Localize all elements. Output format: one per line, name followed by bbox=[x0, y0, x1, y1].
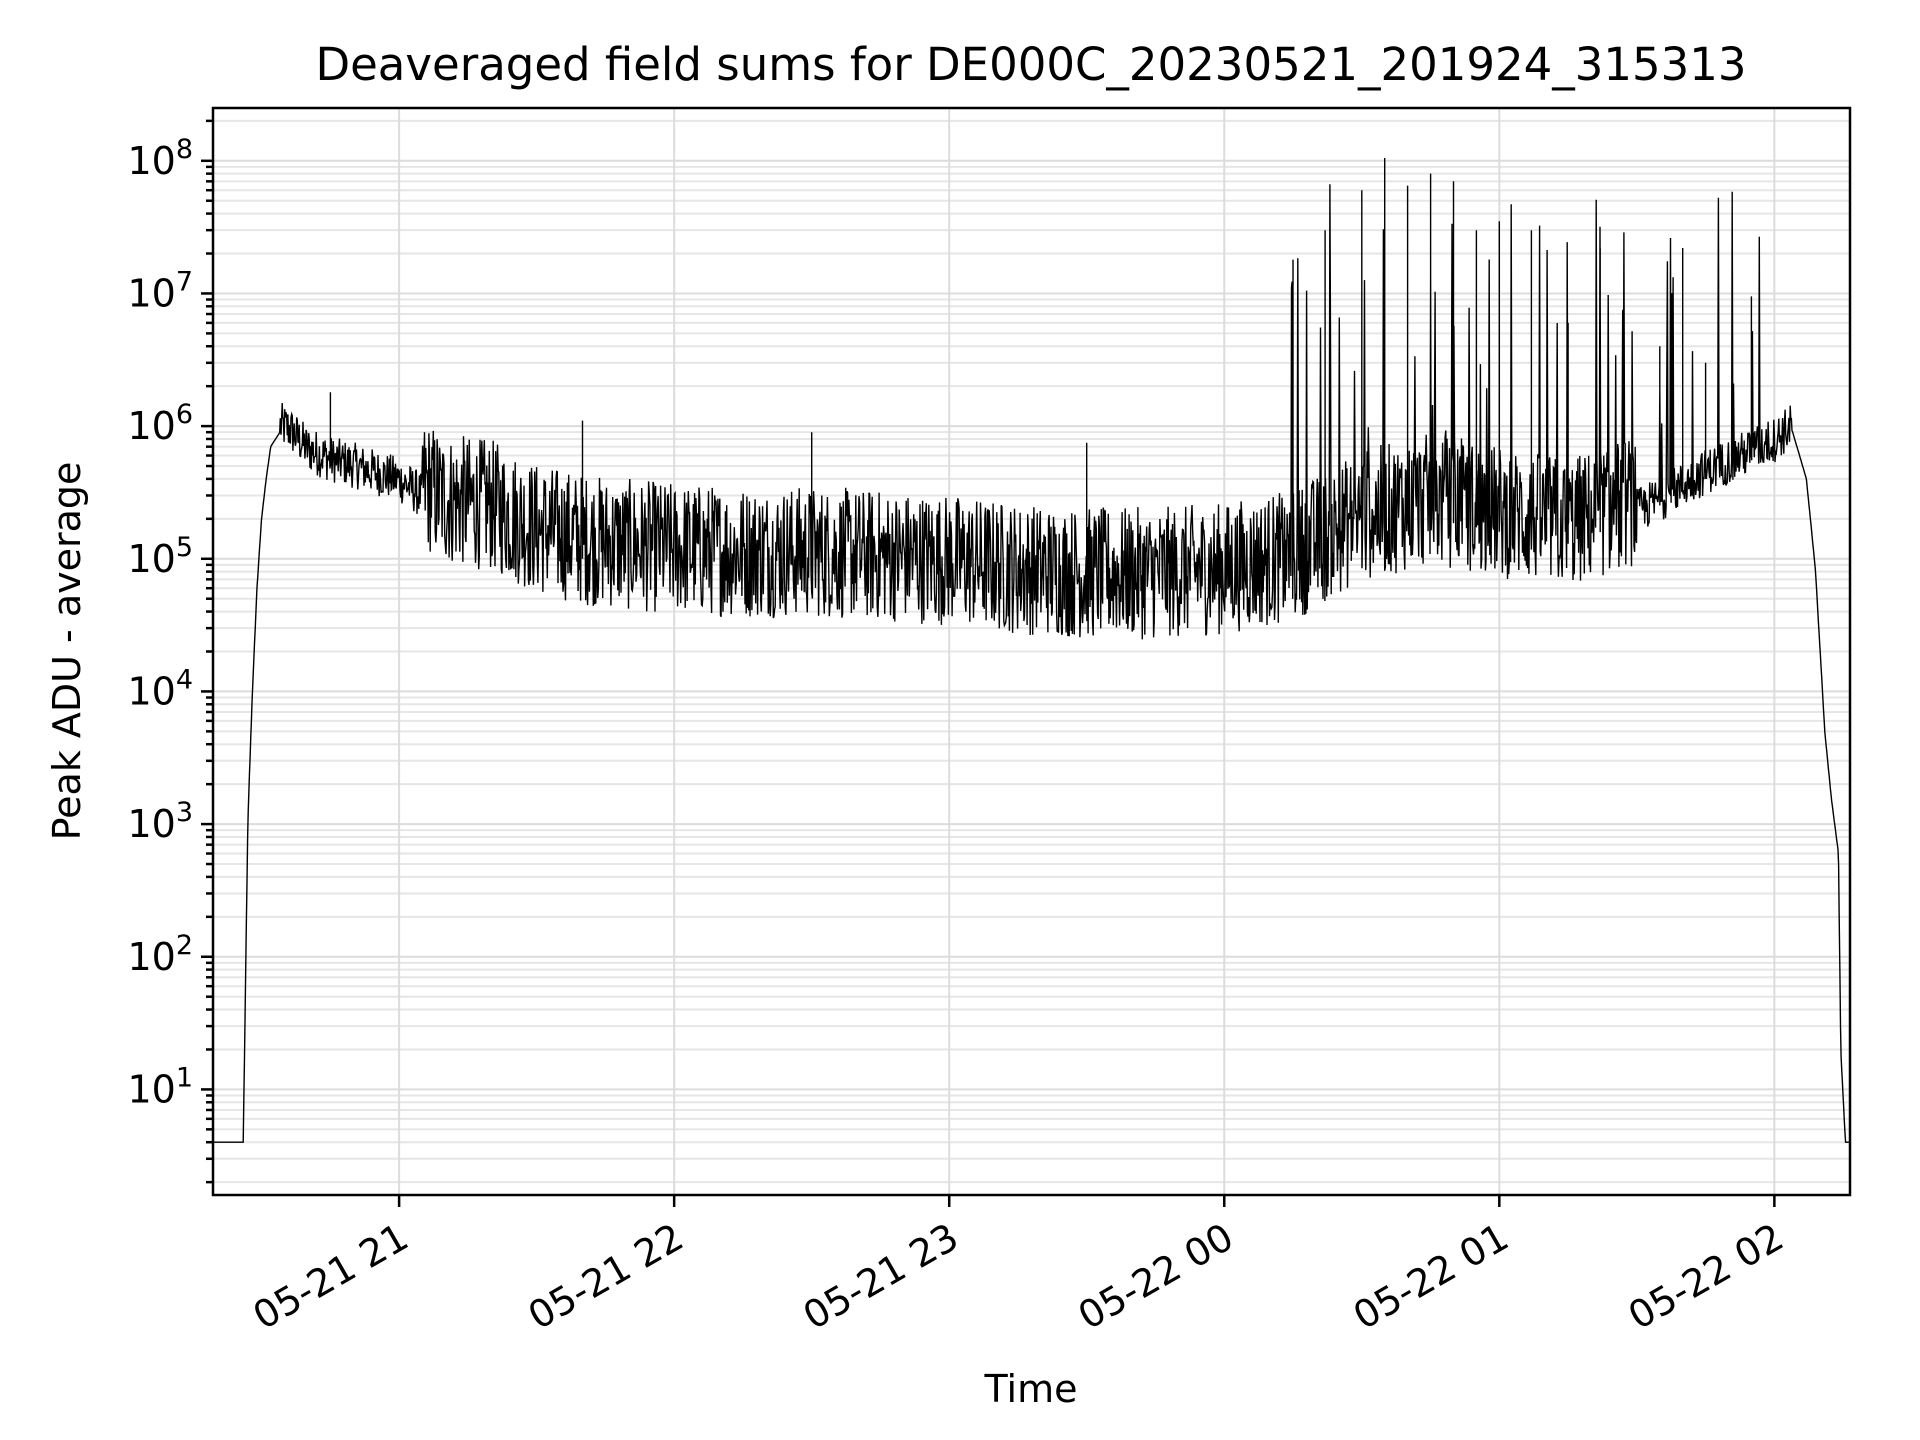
y-tick-label: 102 bbox=[127, 930, 193, 979]
series-line bbox=[213, 158, 1850, 1143]
y-tick-label: 108 bbox=[127, 134, 193, 183]
y-axis-label: Peak ADU - average bbox=[45, 462, 89, 841]
x-axis-label: Time bbox=[984, 1367, 1078, 1411]
chart-title: Deaveraged field sums for DE000C_2023052… bbox=[315, 38, 1746, 91]
y-tick-label: 105 bbox=[127, 532, 193, 581]
y-tick-label: 101 bbox=[127, 1062, 193, 1111]
y-tick-label: 103 bbox=[127, 797, 193, 846]
grid bbox=[213, 108, 1850, 1195]
y-axis: 101 102 103 104 105 106 107 108 bbox=[127, 119, 213, 1184]
y-tick-label: 107 bbox=[127, 266, 193, 315]
y-tick-label: 106 bbox=[127, 399, 193, 448]
y-tick-label: 104 bbox=[127, 664, 193, 713]
